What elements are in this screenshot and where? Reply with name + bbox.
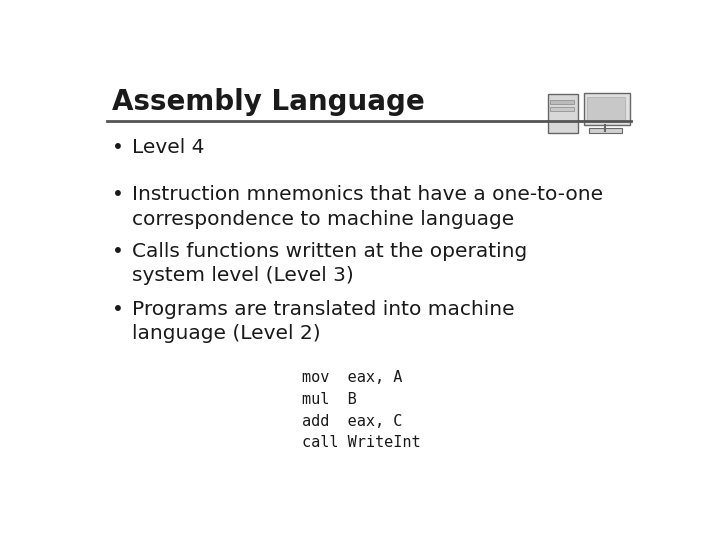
Bar bbox=[588, 97, 625, 122]
Text: •: • bbox=[112, 300, 124, 319]
Text: •: • bbox=[112, 241, 124, 260]
Text: Calls functions written at the operating
system level (Level 3): Calls functions written at the operating… bbox=[132, 241, 527, 285]
Text: mul  B: mul B bbox=[302, 392, 357, 407]
Text: •: • bbox=[112, 138, 124, 157]
Text: mov  eax, A: mov eax, A bbox=[302, 370, 402, 386]
Text: Assembly Language: Assembly Language bbox=[112, 87, 425, 116]
Text: •: • bbox=[112, 185, 124, 204]
Bar bbox=[550, 100, 574, 104]
Bar bbox=[590, 129, 622, 133]
Text: Level 4: Level 4 bbox=[132, 138, 204, 157]
Bar bbox=[550, 107, 574, 111]
Text: Instruction mnemonics that have a one-to-one
correspondence to machine language: Instruction mnemonics that have a one-to… bbox=[132, 185, 603, 228]
Text: call WriteInt: call WriteInt bbox=[302, 435, 420, 450]
Bar bbox=[584, 93, 629, 125]
Bar bbox=[547, 94, 578, 133]
Text: add  eax, C: add eax, C bbox=[302, 414, 402, 429]
Text: Programs are translated into machine
language (Level 2): Programs are translated into machine lan… bbox=[132, 300, 515, 343]
